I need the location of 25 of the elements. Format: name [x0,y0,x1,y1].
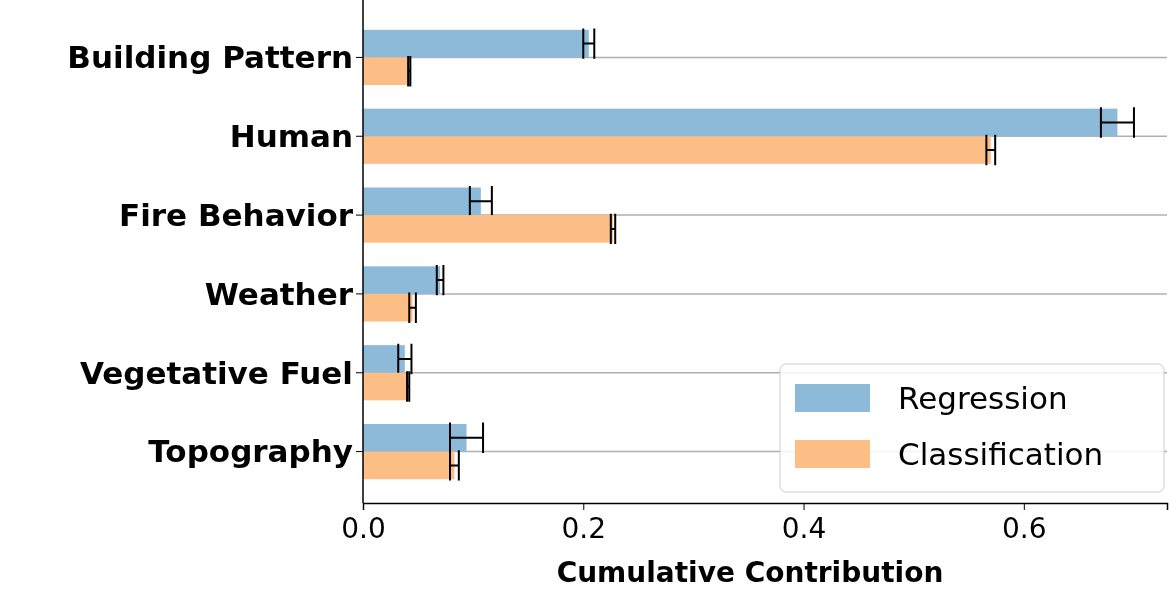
x-tick-label: 0.4 [781,512,827,546]
y-tick-label: Fire Behavior [119,196,354,233]
x-axis-title: Cumulative Contribution [556,556,944,589]
bar [363,293,413,322]
legend-label: Classification [898,435,1104,472]
bar [363,215,614,243]
y-tick-label: Human [229,118,353,155]
bar [363,266,441,294]
bar [363,57,410,86]
x-tick-label: 0.6 [1002,512,1047,546]
bar [363,136,991,164]
y-tick-label: Vegetative Fuel [79,354,353,391]
bar [363,451,455,480]
y-tick-label: Weather [204,275,354,312]
x-tick-label: 0.0 [341,512,386,546]
bar [363,372,409,401]
x-tick-label: 0.2 [561,512,607,546]
bar [363,345,405,373]
y-tick-label: Topography [148,433,353,470]
bar [363,29,589,58]
bar [363,423,467,452]
bar [363,108,1118,137]
bar [363,187,481,216]
y-tick-label: Building Pattern [67,39,353,76]
legend-label: Regression [898,379,1068,416]
